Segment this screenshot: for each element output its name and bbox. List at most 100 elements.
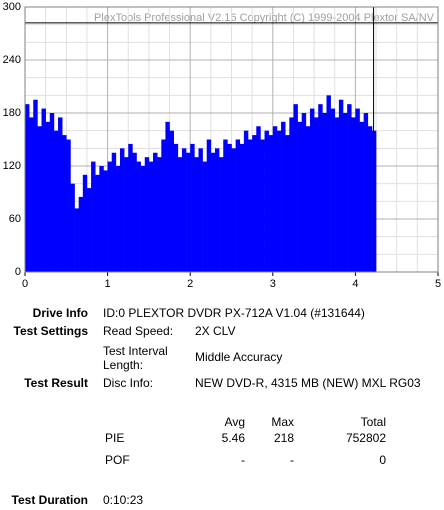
x-tick-label: 3 <box>270 278 276 290</box>
bar <box>363 113 369 272</box>
bar <box>330 108 336 272</box>
watermark: PlexTools Professional V2.16 Copyright (… <box>94 12 435 24</box>
bar <box>297 121 303 272</box>
label: Test Duration <box>11 493 88 507</box>
bar <box>66 139 71 272</box>
bar <box>111 152 117 272</box>
bar <box>351 117 356 273</box>
bar <box>198 148 203 272</box>
value: 0:10:23 <box>103 493 144 507</box>
bar <box>74 208 79 272</box>
bar <box>78 196 84 272</box>
x-tick-label: 2 <box>187 278 193 290</box>
bar <box>264 130 269 272</box>
bar <box>223 139 228 272</box>
bar <box>309 108 315 272</box>
y-tick-label: 0 <box>15 266 21 278</box>
bar <box>107 161 113 272</box>
bar <box>173 143 179 272</box>
bar <box>37 126 42 272</box>
y-tick-label: 120 <box>3 160 21 172</box>
bar <box>214 148 220 272</box>
bar <box>301 113 307 272</box>
table-cell: 218 <box>273 431 294 445</box>
bar <box>326 95 331 272</box>
bar <box>276 130 282 272</box>
bar <box>194 157 199 272</box>
bar <box>181 148 187 272</box>
bar <box>338 99 344 272</box>
value: ID:0 PLEXTOR DVDR PX-712A V1.04 (#131644… <box>103 306 365 320</box>
value: 2X CLV <box>195 324 236 338</box>
table-cell: 5.46 <box>221 431 245 445</box>
table-cell: 0 <box>379 453 386 467</box>
value: Middle Accuracy <box>195 350 283 364</box>
bar <box>334 117 340 273</box>
bar <box>103 170 108 272</box>
bar <box>219 157 224 272</box>
bar <box>227 143 232 272</box>
bar <box>132 152 137 272</box>
bar <box>140 166 146 272</box>
table-cell: Avg <box>224 415 245 429</box>
bar <box>367 126 373 272</box>
bar <box>231 148 236 272</box>
bar <box>144 157 150 272</box>
bar <box>119 148 125 272</box>
label: Drive Info <box>32 306 88 320</box>
bar <box>169 130 174 272</box>
bar <box>165 121 170 272</box>
bar <box>239 143 245 272</box>
bar <box>25 104 30 273</box>
bar <box>95 174 100 272</box>
table-cell: Total <box>360 415 386 429</box>
bar <box>86 188 92 272</box>
bar <box>49 113 55 272</box>
value: Test Interval Length: <box>103 344 168 372</box>
bar <box>318 104 323 273</box>
label: Test Settings <box>13 324 88 338</box>
bar <box>153 152 158 272</box>
bar <box>260 139 265 272</box>
label: Test Result <box>24 376 88 390</box>
bar <box>235 139 241 272</box>
value: Read Speed: <box>103 324 174 338</box>
bar <box>157 157 162 272</box>
table-cell: 752802 <box>345 431 386 445</box>
bar <box>33 99 38 272</box>
bar <box>285 135 290 272</box>
bar <box>62 135 67 272</box>
bar <box>186 152 191 272</box>
bar <box>82 174 88 272</box>
bar <box>210 152 216 272</box>
bar <box>202 161 208 272</box>
bar <box>115 166 121 272</box>
y-tick-label: 180 <box>3 107 21 119</box>
bar <box>314 117 319 273</box>
table-cell: POF <box>105 453 130 467</box>
bar <box>136 161 141 272</box>
bar <box>355 108 360 272</box>
bar <box>305 126 311 272</box>
bar <box>371 130 377 272</box>
bar <box>45 121 51 272</box>
bar <box>190 143 195 272</box>
table-cell: PIE <box>105 431 125 445</box>
bar <box>128 143 133 272</box>
bar <box>58 117 63 273</box>
bar <box>41 108 46 272</box>
bar <box>148 161 154 272</box>
bar <box>322 113 327 272</box>
bar <box>124 157 129 272</box>
bar <box>343 113 348 272</box>
plot-border <box>24 6 439 273</box>
value: NEW DVD-R, 4315 MB (NEW) MXL RG03 <box>195 376 421 390</box>
x-tick-label: 0 <box>22 278 28 290</box>
table-cell: - <box>290 453 294 467</box>
bar <box>293 104 298 273</box>
bar <box>70 183 75 272</box>
bar <box>29 117 34 273</box>
table-cell: Max <box>271 415 294 429</box>
bar <box>91 161 96 272</box>
